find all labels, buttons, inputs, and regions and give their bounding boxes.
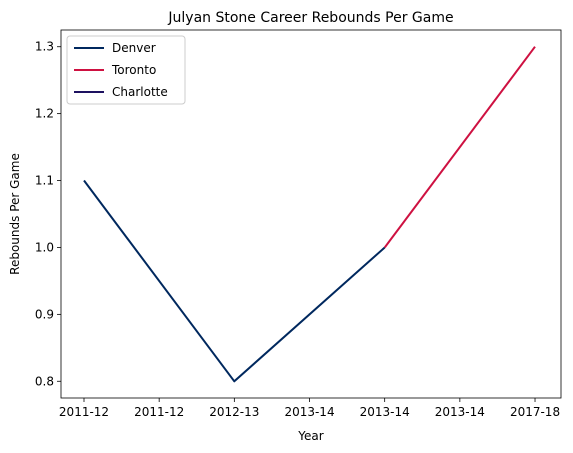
y-tick-label: 0.9 [35, 307, 54, 321]
y-axis: 0.8 0.9 1.0 1.1 1.2 1.3 [35, 40, 61, 388]
x-tick-label: 2013-14 [284, 405, 334, 419]
x-tick-label: 2013-14 [360, 405, 410, 419]
legend-label-denver: Denver [112, 41, 156, 55]
legend: Denver Toronto Charlotte [66, 35, 186, 105]
x-axis-label: Year [297, 429, 323, 443]
chart-title: Julyan Stone Career Rebounds Per Game [167, 10, 453, 26]
x-axis: 2011-12 2011-12 2012-13 2013-14 2013-14 2013-… [59, 398, 560, 419]
series-line-denver [83, 179, 386, 383]
y-tick-label: 1.2 [35, 107, 54, 121]
legend-box [66, 35, 186, 105]
x-tick-label: 2011-12 [59, 405, 109, 419]
plot-frame [60, 29, 562, 399]
x-tick-label: 2013-14 [435, 405, 485, 419]
y-tick-label: 0.8 [35, 374, 54, 388]
y-tick-label: 1.1 [35, 174, 54, 188]
y-axis-label: Rebounds Per Game [8, 153, 22, 275]
series-line-toronto [383, 46, 536, 249]
legend-label-toronto: Toronto [111, 63, 156, 77]
y-tick-label: 1.0 [35, 240, 54, 254]
y-tick-label: 1.3 [35, 40, 54, 54]
x-tick-label: 2011-12 [134, 405, 184, 419]
legend-label-charlotte: Charlotte [112, 85, 168, 99]
x-tick-label: 2012-13 [209, 405, 259, 419]
series-layer [83, 46, 536, 383]
x-tick-label: 2017-18 [510, 405, 560, 419]
